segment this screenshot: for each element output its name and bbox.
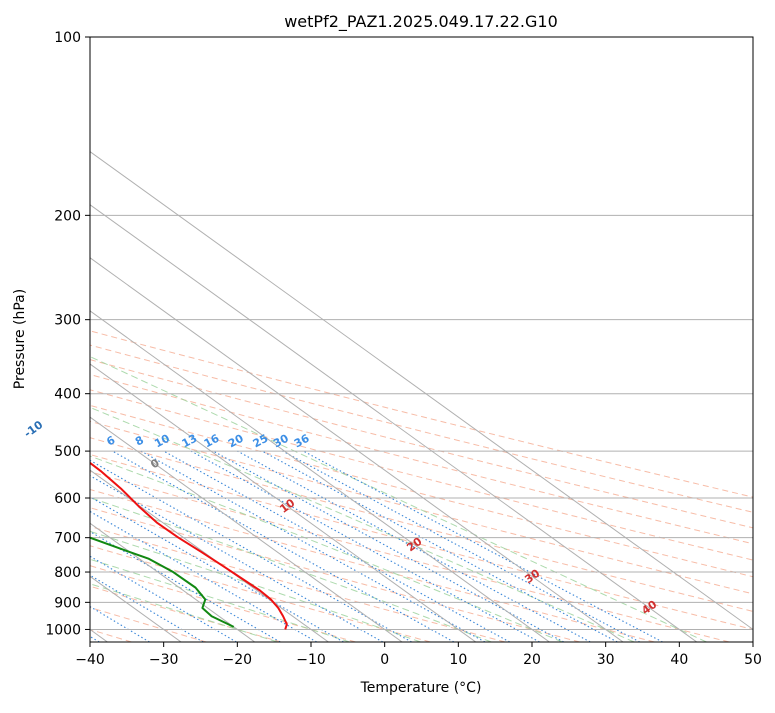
dry-adiabat [90,437,753,612]
x-tick-label: 10 [449,652,467,668]
isotherm-line [90,310,550,642]
mixing-ratio-line [237,450,591,642]
x-tick-label: 20 [523,652,541,668]
dry-adiabat [90,420,753,595]
y-tick-label: 1000 [45,622,81,638]
mixing-ratio-label: 20 [226,432,246,451]
isotherm-line [90,363,477,642]
y-tick-label: 300 [54,313,81,329]
x-tick-label: 50 [744,652,762,668]
y-tick-label: 200 [54,208,81,224]
plot-frame [89,36,754,643]
y-tick-label: 500 [54,444,81,460]
y-axis-title: Pressure (hPa) [12,289,28,389]
y-tick-label: 900 [54,595,81,611]
y-tick-label: 400 [54,387,81,403]
y-tick-labels: 100 200 300 400 500 600 700 800 900 1000 [45,30,81,638]
dry-adiabat [90,507,580,642]
mixing-ratio-line [163,450,510,642]
x-axis-title: Temperature (°C) [360,680,482,696]
mixing-ratio-line [90,510,317,642]
y-tick-label: 800 [54,565,81,581]
mixing-ratio-line [212,450,564,642]
mixing-ratio-line [140,450,486,642]
mixing-ratio-line [261,450,618,642]
moist-adiabat [90,558,350,642]
mixing-ratio-label: 13 [180,432,200,451]
dry-adiabat [90,330,753,498]
x-tick-label: −10 [296,652,326,668]
mixing-ratio-label: 36 [292,432,312,451]
y-tick-label: 100 [54,30,81,46]
isotherm-line [90,416,403,642]
isotherm-line [90,522,256,642]
moist-adiabat [90,356,707,642]
y-tick-label: 700 [54,531,81,547]
x-tick-label: −20 [223,652,253,668]
tick-marks [85,36,754,647]
temperature-profile [90,461,288,630]
mixing-ratio-label: 16 [202,432,222,451]
dewpoint-profile [90,536,235,628]
x-tick-label: 30 [597,652,615,668]
x-tick-label: −40 [75,652,105,668]
isotherm-line [90,204,698,642]
y-tick-label: 600 [54,491,81,507]
mixing-ratio-line [190,450,540,642]
isotherm-line [90,469,329,642]
plot-area [90,150,753,642]
x-tick-label: 40 [670,652,688,668]
mixing-ratio-label: 10 [152,432,172,451]
dry-adiabat [90,471,730,642]
mixing-ratio-line [112,450,455,642]
mixing-ratio-label: 30 [271,432,291,451]
x-tick-labels: −40 −30 −20 −10 0 10 20 30 40 50 [75,652,762,668]
dry-adiabat [90,488,655,642]
x-tick-label: 0 [380,652,389,668]
chart-title: wetPf2_PAZ1.2025.049.17.22.G10 [284,12,558,32]
isotherm-line [90,257,624,642]
isotherm-line [90,150,753,631]
dry-adiabat [90,404,753,578]
x-tick-label: −30 [149,652,179,668]
moist-adiabat [90,455,563,642]
mixing-ratio-label: 25 [251,432,271,451]
